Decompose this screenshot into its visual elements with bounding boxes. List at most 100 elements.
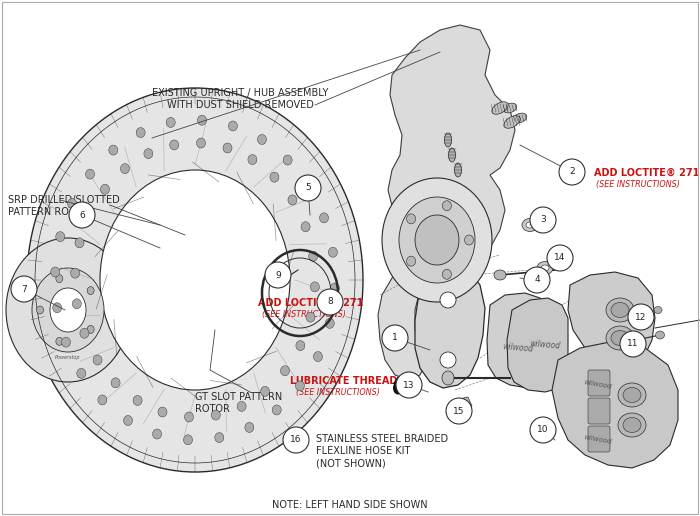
Ellipse shape xyxy=(52,303,62,313)
Ellipse shape xyxy=(85,209,94,219)
Text: 2: 2 xyxy=(569,168,575,176)
Ellipse shape xyxy=(6,238,130,382)
Ellipse shape xyxy=(611,302,629,317)
FancyBboxPatch shape xyxy=(588,370,610,396)
Circle shape xyxy=(446,398,472,424)
Ellipse shape xyxy=(260,386,270,396)
Ellipse shape xyxy=(618,383,646,407)
Ellipse shape xyxy=(136,127,145,138)
Circle shape xyxy=(283,427,309,453)
Text: ROTOR: ROTOR xyxy=(195,404,230,414)
Ellipse shape xyxy=(248,155,257,165)
Ellipse shape xyxy=(444,133,452,147)
Text: 4: 4 xyxy=(534,276,540,284)
Ellipse shape xyxy=(296,341,305,350)
Circle shape xyxy=(69,202,95,228)
Ellipse shape xyxy=(442,371,454,385)
Text: 3: 3 xyxy=(540,216,546,224)
Ellipse shape xyxy=(272,405,281,415)
Ellipse shape xyxy=(522,218,538,232)
Ellipse shape xyxy=(442,201,452,211)
Ellipse shape xyxy=(169,140,178,150)
Ellipse shape xyxy=(526,222,534,228)
Ellipse shape xyxy=(295,381,304,391)
Ellipse shape xyxy=(133,395,142,406)
Circle shape xyxy=(295,175,321,201)
Ellipse shape xyxy=(108,145,118,155)
Polygon shape xyxy=(378,25,515,380)
Ellipse shape xyxy=(101,184,109,194)
Polygon shape xyxy=(393,376,403,384)
Ellipse shape xyxy=(228,121,237,131)
Circle shape xyxy=(620,331,646,357)
Circle shape xyxy=(11,276,37,302)
Ellipse shape xyxy=(56,337,63,345)
Ellipse shape xyxy=(330,283,340,293)
Ellipse shape xyxy=(454,163,461,177)
Circle shape xyxy=(530,207,556,233)
Ellipse shape xyxy=(215,432,224,443)
Text: LUBRICATE THREADS: LUBRICATE THREADS xyxy=(290,376,405,386)
Ellipse shape xyxy=(270,172,279,182)
Ellipse shape xyxy=(258,135,267,144)
Text: ADD LOCTITE® 271: ADD LOCTITE® 271 xyxy=(594,168,699,178)
Polygon shape xyxy=(450,397,472,413)
Ellipse shape xyxy=(197,115,206,125)
Text: 14: 14 xyxy=(554,253,566,263)
Ellipse shape xyxy=(272,282,278,287)
Ellipse shape xyxy=(50,288,86,332)
Ellipse shape xyxy=(442,269,452,279)
Text: (SEE INSTRUCTIONS): (SEE INSTRUCTIONS) xyxy=(296,388,380,397)
Ellipse shape xyxy=(623,417,641,432)
Ellipse shape xyxy=(326,318,335,328)
Text: 10: 10 xyxy=(538,426,549,434)
Circle shape xyxy=(317,289,343,315)
Ellipse shape xyxy=(382,178,492,302)
FancyBboxPatch shape xyxy=(588,398,610,424)
Ellipse shape xyxy=(197,138,206,148)
Ellipse shape xyxy=(75,238,84,248)
Ellipse shape xyxy=(72,299,81,309)
Text: 9: 9 xyxy=(275,270,281,280)
Ellipse shape xyxy=(284,155,292,165)
Ellipse shape xyxy=(27,88,363,472)
Ellipse shape xyxy=(310,282,319,292)
Text: wilwood: wilwood xyxy=(583,380,612,391)
Ellipse shape xyxy=(56,232,64,241)
Ellipse shape xyxy=(407,256,416,266)
Ellipse shape xyxy=(158,407,167,417)
Ellipse shape xyxy=(309,251,318,261)
Circle shape xyxy=(265,262,291,288)
Circle shape xyxy=(547,245,573,271)
Ellipse shape xyxy=(304,182,313,191)
Ellipse shape xyxy=(407,214,416,224)
Ellipse shape xyxy=(32,268,104,352)
Ellipse shape xyxy=(98,395,107,405)
Text: (NOT SHOWN): (NOT SHOWN) xyxy=(316,458,386,468)
Text: SRP DRILLED/SLOTTED: SRP DRILLED/SLOTTED xyxy=(8,195,120,205)
Text: wilwood: wilwood xyxy=(583,434,612,445)
Text: 7: 7 xyxy=(21,284,27,294)
Circle shape xyxy=(382,325,408,351)
Ellipse shape xyxy=(504,116,520,128)
Ellipse shape xyxy=(465,235,473,245)
Text: 12: 12 xyxy=(636,313,647,321)
Ellipse shape xyxy=(88,326,94,333)
Ellipse shape xyxy=(80,328,89,338)
Text: 5: 5 xyxy=(305,184,311,192)
Ellipse shape xyxy=(237,401,246,411)
Ellipse shape xyxy=(537,262,553,275)
Text: 1: 1 xyxy=(392,333,398,343)
Ellipse shape xyxy=(623,388,641,402)
Ellipse shape xyxy=(56,275,63,283)
Ellipse shape xyxy=(503,103,517,113)
Text: wilwood: wilwood xyxy=(502,342,534,354)
Ellipse shape xyxy=(606,326,634,350)
Polygon shape xyxy=(507,298,568,392)
Ellipse shape xyxy=(314,351,323,362)
FancyBboxPatch shape xyxy=(588,426,610,452)
Ellipse shape xyxy=(415,215,459,265)
Ellipse shape xyxy=(440,292,456,308)
Ellipse shape xyxy=(288,195,297,205)
Ellipse shape xyxy=(223,143,232,153)
